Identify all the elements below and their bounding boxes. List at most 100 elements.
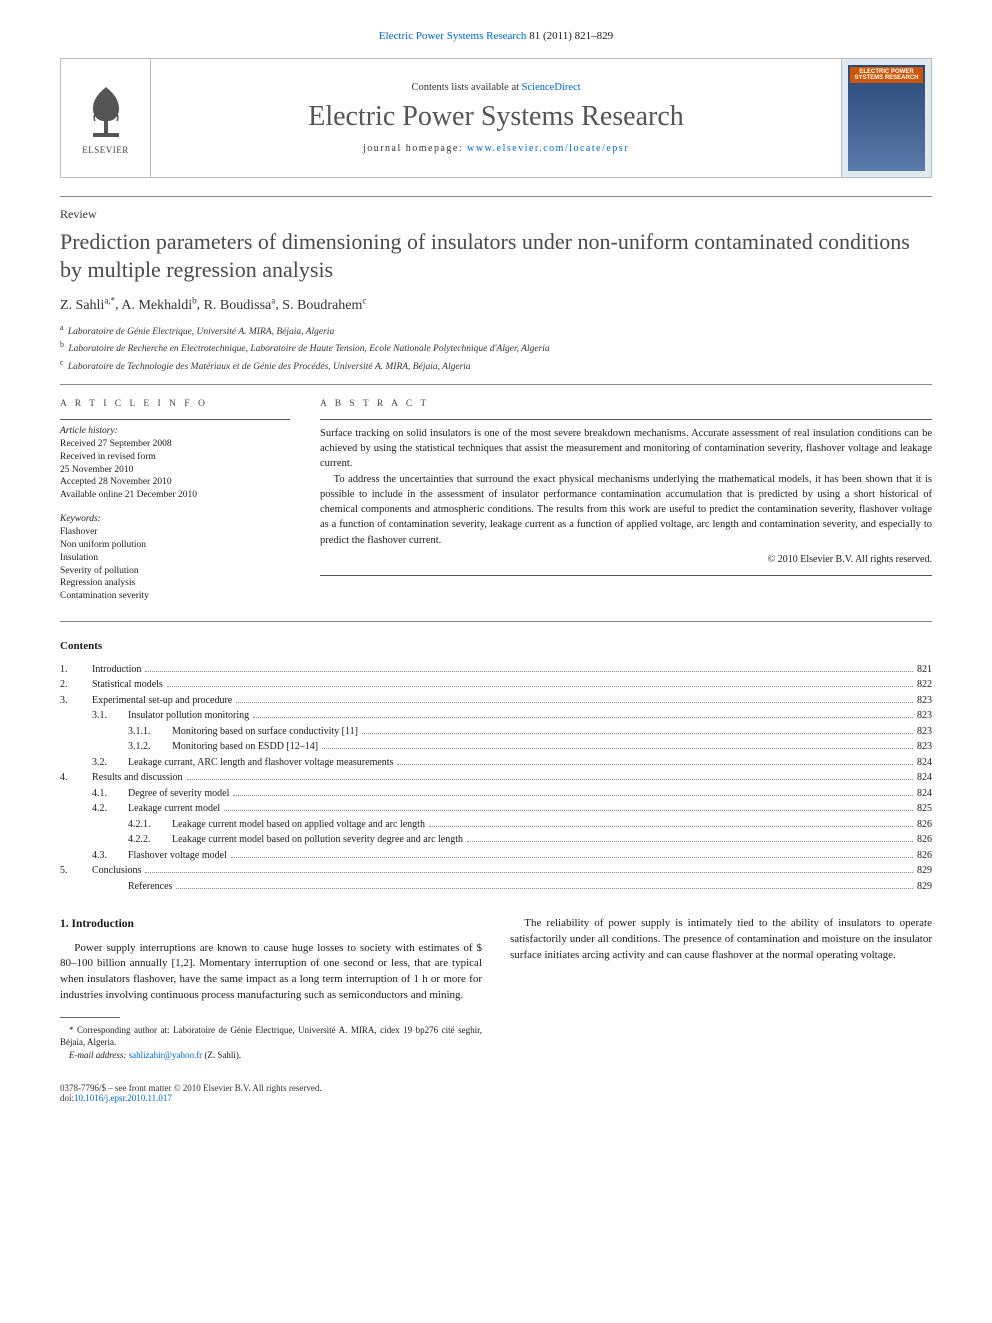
masthead: ELSEVIER Contents lists available at Sci… — [60, 58, 932, 178]
abstract-paragraph: To address the uncertainties that surrou… — [320, 472, 932, 548]
volume-pages: 81 (2011) 821–829 — [529, 30, 613, 42]
header-citation: Electric Power Systems Research 81 (2011… — [60, 30, 932, 42]
doi-line: doi:10.1016/j.epsr.2010.11.017 — [60, 1093, 322, 1103]
cover-title: ELECTRIC POWER SYSTEMS RESEARCH — [850, 67, 923, 83]
author-email-link[interactable]: sahlizahir@yahoo.fr — [129, 1050, 203, 1060]
doi-link[interactable]: 10.1016/j.epsr.2010.11.017 — [74, 1093, 172, 1103]
article-info-row: A R T I C L E I N F O Article history: R… — [60, 399, 932, 603]
rule — [60, 384, 932, 385]
corresponding-author-note: * Corresponding author at: Laboratoire d… — [60, 1024, 482, 1048]
toc-entry: 4.2.1. Leakage current model based on ap… — [60, 817, 932, 833]
toc-page: 826 — [917, 848, 932, 864]
history-label: Article history: — [60, 426, 290, 436]
toc-entry: 3.1. Insulator pollution monitoring 823 — [60, 708, 932, 724]
author: A. Mekhaldib — [121, 298, 196, 313]
toc-label: Monitoring based on surface conductivity… — [172, 724, 358, 740]
toc-page: 825 — [917, 801, 932, 817]
toc-label: Introduction — [92, 662, 141, 678]
homepage-link[interactable]: www.elsevier.com/locate/epsr — [467, 143, 629, 154]
affiliations: a Laboratoire de Génie Electrique, Unive… — [60, 322, 932, 374]
toc-label: Statistical models — [92, 677, 163, 693]
copyright: © 2010 Elsevier B.V. All rights reserved… — [320, 554, 932, 565]
toc-label: Degree of severity model — [128, 786, 229, 802]
footnotes: * Corresponding author at: Laboratoire d… — [60, 1024, 482, 1060]
toc-label: Flashover voltage model — [128, 848, 227, 864]
author: R. Boudissaa — [204, 298, 276, 313]
toc-label: Monitoring based on ESDD [12–14] — [172, 739, 318, 755]
email-note: E-mail address: sahlizahir@yahoo.fr (Z. … — [60, 1049, 482, 1061]
toc-label: Experimental set-up and procedure — [92, 693, 232, 709]
affiliation: c Laboratoire de Technologie des Matéria… — [60, 357, 932, 374]
toc-entry: 4.2.2. Leakage current model based on po… — [60, 832, 932, 848]
contents-available: Contents lists available at ScienceDirec… — [411, 82, 580, 93]
journal-cover-thumbnail: ELECTRIC POWER SYSTEMS RESEARCH — [841, 59, 931, 177]
toc-entry: 4.3. Flashover voltage model 826 — [60, 848, 932, 864]
keyword: Insulation — [60, 552, 290, 565]
history-line: Accepted 28 November 2010 — [60, 476, 290, 489]
keyword: Contamination severity — [60, 590, 290, 603]
publisher-label: ELSEVIER — [82, 145, 129, 155]
keyword: Flashover — [60, 526, 290, 539]
toc-page: 824 — [917, 755, 932, 771]
publisher-logo-box: ELSEVIER — [61, 59, 151, 177]
abstract-heading: A B S T R A C T — [320, 399, 932, 409]
toc-page: 821 — [917, 662, 932, 678]
toc-label: References — [128, 879, 172, 895]
toc-label: Leakage currant, ARC length and flashove… — [128, 755, 393, 771]
rule — [320, 419, 932, 420]
toc-page: 823 — [917, 739, 932, 755]
elsevier-tree-icon — [79, 81, 133, 141]
author: S. Boudrahemc — [282, 298, 366, 313]
table-of-contents: 1. Introduction 821 2. Statistical model… — [60, 662, 932, 895]
rule — [60, 196, 932, 197]
toc-label: Leakage current model based on applied v… — [172, 817, 425, 833]
author: Z. Sahlia,* — [60, 298, 115, 313]
toc-page: 822 — [917, 677, 932, 693]
footnote-separator — [60, 1017, 120, 1018]
toc-page: 823 — [917, 708, 932, 724]
toc-label: Leakage current model — [128, 801, 220, 817]
issn-line: 0378-7796/$ – see front matter © 2010 El… — [60, 1083, 322, 1093]
keyword: Regression analysis — [60, 577, 290, 590]
section-1-heading: 1. Introduction — [60, 916, 482, 932]
keyword: Severity of pollution — [60, 565, 290, 578]
toc-entry: 4.2. Leakage current model 825 — [60, 801, 932, 817]
toc-entry: References 829 — [60, 879, 932, 895]
history-line: Received in revised form — [60, 451, 290, 464]
toc-entry: 3.2. Leakage currant, ARC length and fla… — [60, 755, 932, 771]
abstract-column: A B S T R A C T Surface tracking on soli… — [320, 399, 932, 603]
toc-entry: 5. Conclusions 829 — [60, 863, 932, 879]
body-paragraph: The reliability of power supply is intim… — [510, 916, 932, 963]
abstract-text: Surface tracking on solid insulators is … — [320, 426, 932, 548]
journal-homepage: journal homepage: www.elsevier.com/locat… — [363, 143, 629, 154]
toc-page: 826 — [917, 832, 932, 848]
toc-entry: 3. Experimental set-up and procedure 823 — [60, 693, 932, 709]
rule — [60, 419, 290, 420]
body-columns: 1. Introduction Power supply interruptio… — [60, 916, 932, 1060]
toc-page: 829 — [917, 879, 932, 895]
sciencedirect-link[interactable]: ScienceDirect — [522, 82, 581, 93]
toc-page: 829 — [917, 863, 932, 879]
keyword: Non uniform pollution — [60, 539, 290, 552]
rule — [320, 575, 932, 576]
journal-name: Electric Power Systems Research — [308, 101, 684, 133]
article-info-column: A R T I C L E I N F O Article history: R… — [60, 399, 290, 603]
history-line: Received 27 September 2008 — [60, 438, 290, 451]
toc-label: Results and discussion — [92, 770, 183, 786]
toc-entry: 4.1. Degree of severity model 824 — [60, 786, 932, 802]
toc-page: 826 — [917, 817, 932, 833]
toc-entry: 1. Introduction 821 — [60, 662, 932, 678]
article-type: Review — [60, 207, 932, 222]
affiliation: a Laboratoire de Génie Electrique, Unive… — [60, 322, 932, 339]
history-line: 25 November 2010 — [60, 464, 290, 477]
footer: 0378-7796/$ – see front matter © 2010 El… — [60, 1083, 932, 1103]
article-info-heading: A R T I C L E I N F O — [60, 399, 290, 409]
abstract-paragraph: Surface tracking on solid insulators is … — [320, 426, 932, 472]
toc-entry: 3.1.1. Monitoring based on surface condu… — [60, 724, 932, 740]
toc-page: 823 — [917, 724, 932, 740]
body-paragraph: Power supply interruptions are known to … — [60, 941, 482, 1003]
toc-entry: 3.1.2. Monitoring based on ESDD [12–14] … — [60, 739, 932, 755]
keywords-label: Keywords: — [60, 514, 290, 524]
journal-link[interactable]: Electric Power Systems Research — [379, 30, 527, 42]
toc-page: 824 — [917, 786, 932, 802]
